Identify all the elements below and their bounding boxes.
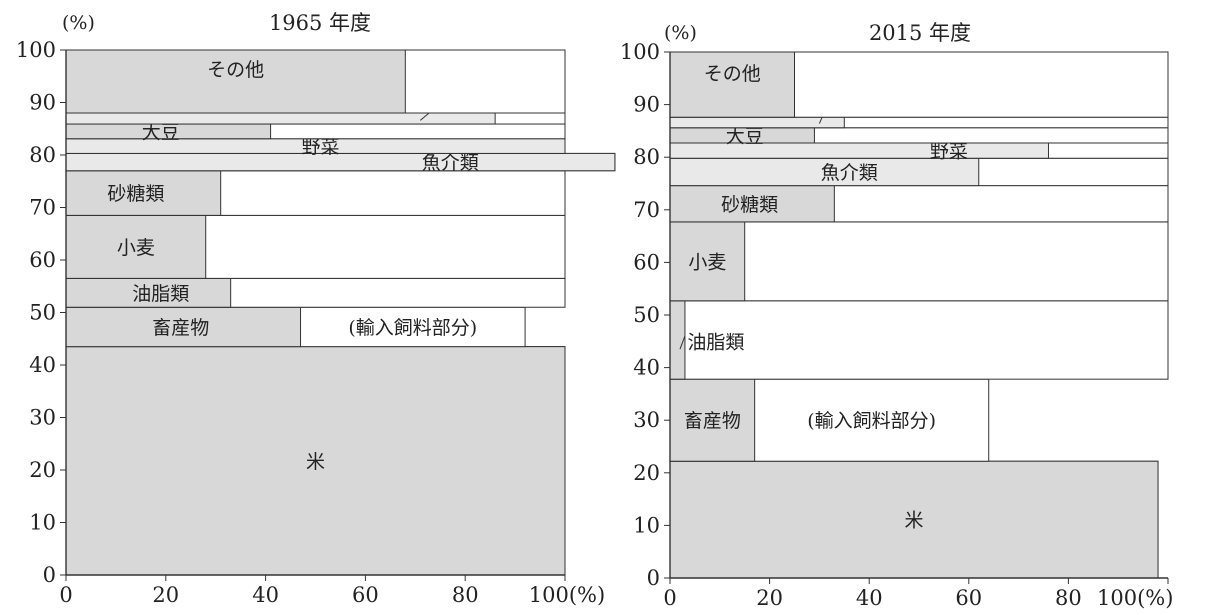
segment-value-0 — [669, 460, 1159, 579]
y-tick-label-7: 70 — [633, 198, 660, 222]
feed-label: (輸入飼料部分) — [348, 317, 477, 339]
y-tick-label-4: 40 — [633, 356, 660, 380]
x-unit-label: 100(%) — [529, 583, 605, 607]
segment-label-0: 米 — [306, 451, 325, 473]
segment-label-4: 砂糖類 — [721, 194, 778, 216]
y-tick-label-8: 80 — [633, 145, 660, 169]
y-tick-label-10: 100 — [620, 40, 660, 64]
segment-label-0: 米 — [905, 510, 924, 532]
segment-label-3: 小麦 — [117, 237, 155, 259]
y-tick-label-2: 20 — [633, 461, 660, 485]
y-tick-label-0: 0 — [647, 566, 660, 590]
y-tick-label-7: 70 — [29, 196, 56, 220]
segment-total-2 — [669, 300, 1169, 380]
segment-label-4: 砂糖類 — [107, 183, 164, 205]
segment-value-5 — [65, 152, 616, 172]
segment-label-7: 大豆 — [726, 125, 764, 147]
segment-value-8 — [65, 112, 496, 125]
segment-value-5 — [669, 157, 980, 187]
y-tick-label-3: 30 — [29, 406, 56, 430]
x-tick-label-2: 40 — [856, 586, 883, 610]
y-tick-label-3: 30 — [633, 408, 660, 432]
segment-value-4 — [65, 170, 222, 216]
segment-value-0 — [65, 346, 566, 576]
y-tick-label-6: 60 — [29, 248, 56, 272]
y-tick-label-5: 50 — [29, 301, 56, 325]
y-tick-label-6: 60 — [633, 250, 660, 274]
segment-value-2 — [669, 300, 686, 380]
segment-label-1: 畜産物 — [152, 317, 209, 339]
chart-2015: 2015 年度(%)米畜産物(輸入飼料部分)油脂類小麦砂糖類魚介類野菜大豆果実そ… — [620, 21, 1174, 610]
segment-value-4 — [669, 185, 835, 223]
x-tick-label-1: 20 — [756, 586, 783, 610]
segment-value-3 — [669, 221, 746, 302]
x-tick-label-3: 60 — [352, 583, 379, 607]
segment-value-1 — [65, 306, 302, 348]
y-unit-label: (%) — [664, 22, 697, 44]
x-tick-label-4: 80 — [452, 583, 479, 607]
segment-label-5: 魚介類 — [821, 162, 878, 184]
y-tick-label-10: 100 — [16, 38, 56, 62]
x-tick-label-3: 60 — [955, 586, 982, 610]
y-tick-label-9: 90 — [633, 93, 660, 117]
chart-1965: 1965 年度(%)米畜産物(輸入飼料部分)油脂類小麦砂糖類魚介類野菜大豆果実そ… — [16, 11, 616, 607]
x-tick-label-0: 0 — [663, 586, 676, 610]
segment-value-8 — [669, 116, 845, 129]
y-tick-label-4: 40 — [29, 353, 56, 377]
segment-label-9: その他 — [704, 63, 761, 85]
y-unit-label: (%) — [62, 12, 95, 34]
y-tick-label-9: 90 — [29, 91, 56, 115]
chart-title: 2015 年度 — [869, 21, 971, 45]
y-tick-label-1: 10 — [633, 513, 660, 537]
segment-label-3: 小麦 — [688, 251, 726, 273]
y-tick-label-5: 50 — [633, 303, 660, 327]
x-tick-label-2: 40 — [252, 583, 279, 607]
y-tick-label-1: 10 — [29, 511, 56, 535]
segment-label-1: 畜産物 — [684, 410, 741, 432]
chart-title: 1965 年度 — [269, 11, 371, 35]
x-tick-label-0: 0 — [59, 583, 72, 607]
leader-line-2 — [679, 335, 686, 350]
segment-label-7: 大豆 — [142, 121, 180, 143]
segment-label-2: 油脂類 — [687, 331, 744, 353]
feed-label: (輸入飼料部分) — [807, 410, 936, 432]
y-tick-label-8: 80 — [29, 143, 56, 167]
segment-label-6: 野菜 — [301, 136, 339, 158]
x-tick-label-1: 20 — [152, 583, 179, 607]
y-tick-label-0: 0 — [43, 563, 56, 587]
segment-label-5: 魚介類 — [422, 152, 479, 174]
segment-label-2: 油脂類 — [132, 283, 189, 305]
segment-value-1 — [669, 378, 756, 462]
y-tick-label-2: 20 — [29, 458, 56, 482]
x-unit-label: 100(%) — [1097, 586, 1173, 610]
x-tick-label-4: 80 — [1055, 586, 1082, 610]
segment-label-9: その他 — [207, 59, 264, 81]
segment-label-6: 野菜 — [930, 141, 968, 163]
